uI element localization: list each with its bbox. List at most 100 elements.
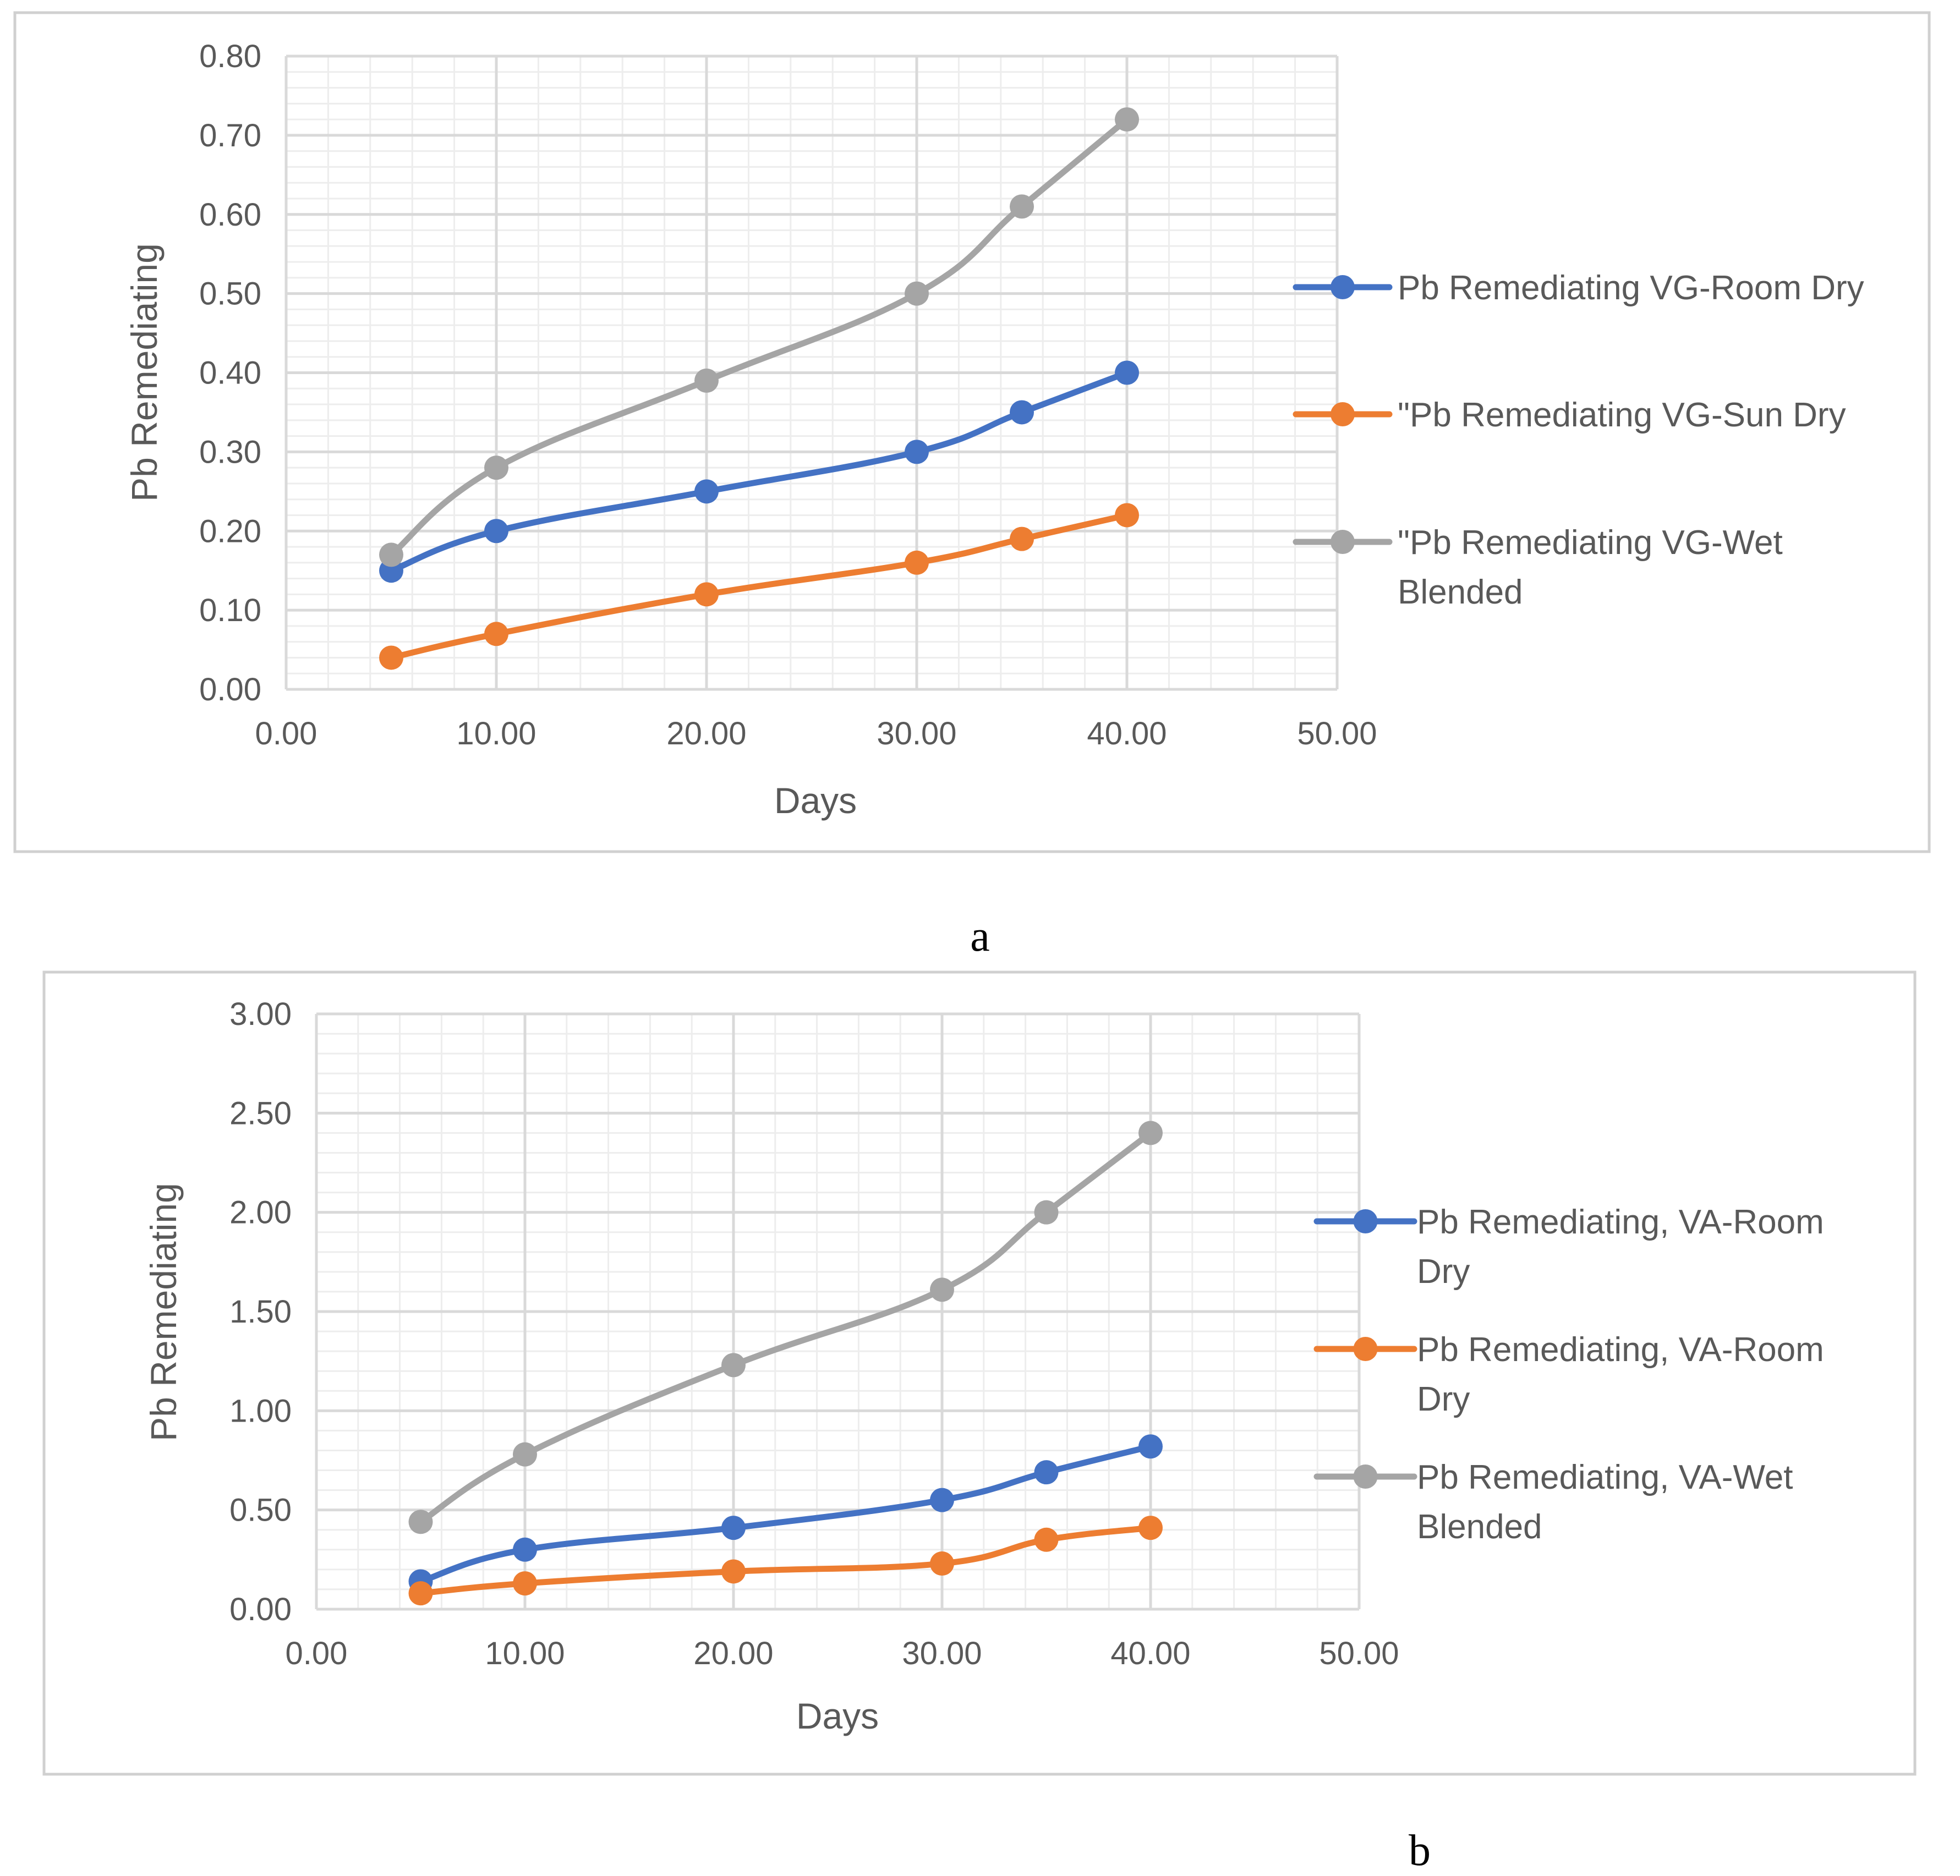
data-point [721,1516,746,1540]
x-tick-label: 40.00 [1110,1636,1190,1671]
legend-label: Blended [1417,1508,1542,1546]
legend-label: Pb Remediating, VA-Wet [1417,1458,1793,1496]
data-point [930,1277,954,1302]
y-tick-label: 0.00 [199,672,261,707]
legend-label: Dry [1417,1380,1470,1418]
data-point [513,1571,537,1596]
y-axis-title: Pb Remediating [143,1183,184,1441]
panel-label-b: b [1409,1826,1431,1875]
legend-label: Blended [1398,573,1523,611]
data-point [513,1537,537,1562]
legend-entry-1: Pb Remediating, VA-Room Dry [1313,1203,1824,1291]
legend-label: "Pb Remediating VG-Wet [1398,524,1783,562]
data-point [1034,1460,1059,1485]
y-tick-label: 0.50 [229,1493,292,1528]
data-point [513,1442,537,1467]
y-tick-label: 0.50 [199,276,261,312]
chart-frame [42,970,1917,1776]
data-point [1115,360,1139,385]
data-point [1010,400,1034,425]
x-axis-title: Days [774,780,857,821]
x-tick-label: 30.00 [877,716,956,752]
data-point [905,440,929,464]
x-axis-title: Days [796,1696,879,1736]
x-tick-label: 10.00 [485,1636,565,1671]
legend-marker [1353,1337,1378,1361]
series-3 [408,1121,1163,1534]
data-point [1138,1434,1163,1459]
legend-label: Dry [1417,1253,1470,1291]
data-point [905,550,929,575]
y-tick-label: 0.80 [199,39,261,74]
data-point [379,645,403,670]
data-point [1115,503,1139,528]
x-tick-label: 50.00 [1319,1636,1399,1671]
legend-marker [1331,530,1355,554]
y-tick-label: 0.20 [199,513,261,549]
data-point [1138,1121,1163,1145]
data-point [1010,194,1034,219]
data-point [484,456,508,480]
series-2 [379,503,1139,670]
data-point [930,1488,954,1512]
y-tick-label: 0.60 [199,197,261,233]
x-tick-label: 20.00 [666,716,746,752]
legend-label: Pb Remediating, VA-Room [1417,1331,1824,1369]
data-point [694,368,719,393]
legend-label: Pb Remediating, VA-Room [1417,1203,1824,1241]
data-point [930,1551,954,1576]
x-tick-label: 40.00 [1087,716,1167,752]
y-tick-label: 0.40 [199,355,261,391]
legend-marker [1331,275,1355,299]
series-3 [379,107,1139,567]
legend-label: "Pb Remediating VG-Sun Dry [1398,396,1846,434]
legend-entry-2: Pb Remediating, VA-Room Dry [1313,1331,1824,1418]
x-tick-label: 20.00 [693,1636,773,1671]
data-point [905,281,929,306]
data-point [408,1510,433,1534]
data-point [379,542,403,567]
x-tick-label: 0.00 [286,1636,348,1671]
legend-marker [1353,1209,1378,1233]
y-tick-label: 0.30 [199,434,261,470]
legend-marker [1331,402,1355,426]
legend-label: Pb Remediating VG-Room Dry [1398,269,1864,307]
y-tick-label: 2.00 [229,1195,292,1231]
data-point [484,622,508,646]
series-1 [408,1434,1163,1594]
y-tick-label: 1.50 [229,1294,292,1330]
x-tick-label: 10.00 [456,716,536,752]
data-point [694,479,719,504]
chart-b: 0.00 10.00 20.00 30.00 40.00 50.00 0.00 0.50 1.0… [42,970,1917,1776]
chart-a: 0.00 10.00 20.00 30.00 40.00 50.00 0.00 0.10 0.2… [13,11,1931,853]
y-tick-label: 2.50 [229,1095,292,1131]
data-point [1010,526,1034,551]
data-point [1034,1200,1059,1225]
legend-marker [1353,1464,1378,1489]
data-point [408,1581,433,1606]
series-2 [408,1516,1163,1606]
data-point [1115,107,1139,132]
y-tick-label: 3.00 [229,996,292,1032]
major-gridlines [315,1012,1361,1611]
x-tick-label: 30.00 [902,1636,982,1671]
legend-entry-2: "Pb Remediating VG-Sun Dry [1293,396,1846,434]
data-point [484,519,508,544]
data-point [721,1559,746,1584]
x-tick-label: 0.00 [255,716,317,752]
y-axis-title: Pb Remediating [124,243,165,502]
data-point [721,1353,746,1378]
data-point [694,582,719,607]
legend-entry-1: Pb Remediating VG-Room Dry [1293,269,1864,307]
panel-label-a: a [970,912,990,961]
y-tick-label: 0.00 [229,1592,292,1627]
x-tick-label: 50.00 [1297,716,1377,752]
y-tick-label: 1.00 [229,1393,292,1429]
data-point [1034,1527,1059,1552]
data-point [1138,1516,1163,1540]
legend-entry-3: "Pb Remediating VG-Wet Blended [1293,524,1783,611]
y-tick-label: 0.10 [199,593,261,628]
y-tick-label: 0.70 [199,118,261,153]
legend-entry-3: Pb Remediating, VA-Wet Blended [1313,1458,1793,1546]
